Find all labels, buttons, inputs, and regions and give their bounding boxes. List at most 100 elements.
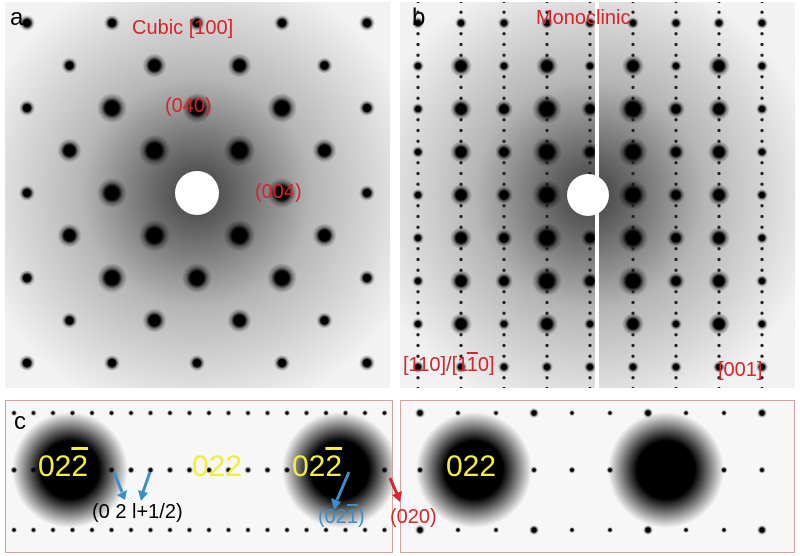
diffraction-spot bbox=[89, 527, 95, 533]
diffraction-spot bbox=[631, 376, 635, 380]
diffraction-spot bbox=[631, 32, 635, 36]
diffraction-spot bbox=[717, 204, 721, 208]
diffraction-spot bbox=[89, 410, 95, 416]
diffraction-spot bbox=[502, 85, 506, 90]
diffraction-spot bbox=[708, 313, 730, 335]
diffraction-spot bbox=[532, 94, 562, 124]
diffraction-spot bbox=[588, 376, 592, 380]
diffraction-spot bbox=[717, 161, 721, 165]
label-040: (040) bbox=[165, 95, 212, 117]
diffraction-spot bbox=[670, 60, 682, 72]
diffraction-spot bbox=[502, 343, 506, 348]
diffraction-spot bbox=[88, 466, 96, 474]
diffraction-spot bbox=[717, 300, 721, 305]
diffraction-spot bbox=[416, 182, 420, 186]
diffraction-spot bbox=[760, 32, 764, 36]
diffraction-spot bbox=[189, 15, 205, 31]
diffraction-spot bbox=[147, 527, 154, 533]
diffraction-spot bbox=[182, 263, 212, 293]
diffraction-spot bbox=[545, 386, 549, 388]
diffraction-spot bbox=[670, 318, 682, 330]
diffraction-spot bbox=[545, 354, 549, 358]
diffraction-spot bbox=[674, 161, 678, 165]
diffraction-spot bbox=[450, 55, 472, 77]
diffraction-spot bbox=[622, 313, 644, 335]
diffraction-spot bbox=[721, 410, 727, 416]
diffraction-spot bbox=[760, 75, 764, 79]
diffraction-spot bbox=[264, 527, 271, 533]
diffraction-spot bbox=[502, 96, 506, 100]
panel-letter-c: c bbox=[14, 408, 26, 435]
diffraction-spot bbox=[186, 527, 193, 533]
diffraction-spot bbox=[584, 318, 596, 330]
diffraction-spot bbox=[245, 527, 251, 533]
diffraction-spot bbox=[455, 527, 461, 533]
diffraction-spot bbox=[267, 178, 297, 208]
diffraction-spot bbox=[502, 171, 506, 176]
diffraction-spot bbox=[717, 128, 721, 133]
diffraction-spot bbox=[412, 275, 424, 287]
diffraction-spot bbox=[450, 313, 472, 335]
diffraction-spot bbox=[455, 361, 467, 373]
diffraction-spot bbox=[760, 257, 764, 262]
diffraction-spot bbox=[670, 361, 682, 373]
diffraction-spot bbox=[416, 139, 420, 143]
diffraction-spot bbox=[717, 343, 721, 348]
diffraction-spot bbox=[588, 32, 592, 36]
diffraction-spot bbox=[11, 527, 17, 533]
diffraction-spot bbox=[97, 178, 127, 208]
diffraction-spot bbox=[459, 204, 463, 208]
diffraction-spot bbox=[757, 525, 767, 535]
diffraction-spot bbox=[498, 60, 510, 72]
diffraction-spot bbox=[674, 268, 678, 272]
diffraction-spot bbox=[264, 466, 271, 474]
diffraction-spot bbox=[588, 300, 592, 305]
diffraction-spot bbox=[717, 171, 721, 176]
diffraction-spot bbox=[416, 311, 420, 315]
diffraction-spot bbox=[128, 410, 134, 416]
diffraction-spot bbox=[450, 227, 472, 249]
diffraction-spot bbox=[416, 10, 420, 14]
diffraction-spot bbox=[502, 53, 506, 57]
t: 0] bbox=[477, 354, 495, 376]
diffraction-spot bbox=[166, 466, 174, 474]
diffraction-spot bbox=[50, 527, 56, 533]
diffraction-spot bbox=[498, 361, 510, 373]
diffraction-spot bbox=[545, 376, 549, 380]
diffraction-spot bbox=[618, 223, 648, 253]
diffraction-spot bbox=[683, 527, 689, 533]
diffraction-spot bbox=[459, 354, 463, 358]
arrows bbox=[112, 471, 402, 510]
diffraction-spot bbox=[227, 308, 252, 333]
diffraction-spot bbox=[495, 229, 513, 247]
diffraction-spot bbox=[147, 410, 154, 416]
spot-label-02-2bar-right: 022 bbox=[292, 452, 342, 482]
diffraction-spot bbox=[493, 410, 499, 416]
panel-a bbox=[5, 2, 390, 388]
annotation-020: (020) bbox=[390, 506, 437, 528]
diffraction-spot bbox=[416, 343, 420, 348]
diffraction-spot bbox=[717, 2, 721, 4]
panel-c-right bbox=[401, 401, 794, 552]
diffraction-spot bbox=[205, 466, 213, 474]
diffraction-spot bbox=[502, 204, 506, 208]
diffraction-spot bbox=[381, 466, 388, 474]
diffraction-spot bbox=[362, 527, 368, 533]
diffraction-spot bbox=[459, 128, 463, 133]
diffraction-spot bbox=[758, 466, 766, 474]
diffraction-spot bbox=[545, 10, 549, 14]
diffraction-spot bbox=[459, 376, 463, 380]
diffraction-spot bbox=[225, 527, 232, 533]
arrow-blue bbox=[141, 471, 152, 493]
diffraction-spot bbox=[588, 139, 592, 143]
zone-axis-left: [110]/[110] bbox=[403, 355, 495, 375]
diffraction-spot bbox=[674, 376, 678, 380]
diffraction-spot bbox=[717, 42, 721, 47]
diffraction-spot bbox=[588, 75, 592, 79]
diffraction-spot bbox=[760, 354, 764, 358]
diffraction-spot bbox=[167, 410, 173, 416]
diffraction-spot bbox=[342, 410, 349, 416]
diffraction-spot bbox=[459, 118, 463, 122]
diffraction-spot bbox=[416, 268, 420, 272]
diffraction-spot bbox=[502, 118, 506, 122]
